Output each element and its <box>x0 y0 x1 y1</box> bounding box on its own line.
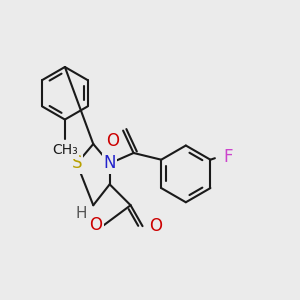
Text: S: S <box>72 154 82 172</box>
Text: H: H <box>76 206 87 221</box>
Text: F: F <box>223 148 233 166</box>
Text: O: O <box>89 216 102 234</box>
Text: O: O <box>106 132 118 150</box>
Text: CH₃: CH₃ <box>52 143 78 158</box>
Text: N: N <box>103 154 116 172</box>
Text: O: O <box>149 217 162 235</box>
